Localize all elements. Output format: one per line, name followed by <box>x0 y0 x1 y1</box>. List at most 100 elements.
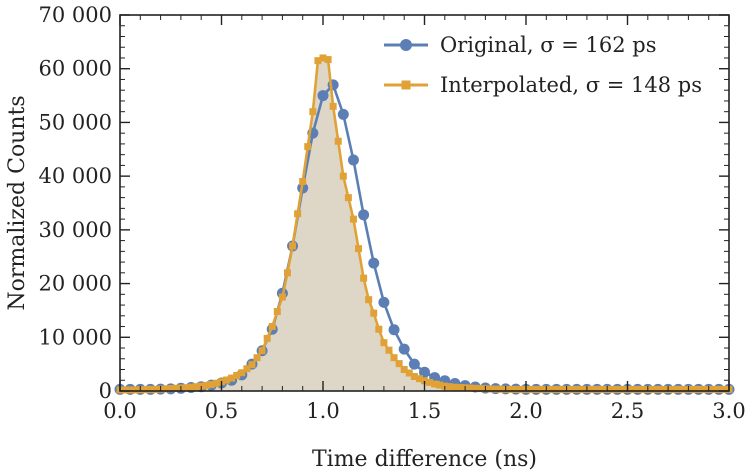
y-tick-label: 10 000 <box>39 325 112 349</box>
data-point-square <box>446 383 454 391</box>
data-point-square <box>598 385 606 393</box>
data-point-square <box>121 386 129 394</box>
data-point-square <box>283 269 291 277</box>
data-point-square <box>486 385 494 393</box>
series-layer <box>114 54 735 395</box>
data-point-square <box>278 293 286 301</box>
data-point-square <box>629 385 637 393</box>
data-point-circle <box>378 296 390 308</box>
x-ticks: 0.0 0.5 1.0 1.5 2.0 2.5 3.0 <box>103 15 746 423</box>
data-point-circle <box>317 90 329 102</box>
data-point-square <box>365 296 373 304</box>
x-tick-label: 2.5 <box>611 399 644 423</box>
data-point-square <box>223 376 231 384</box>
data-point-square <box>131 386 139 394</box>
data-point-square <box>309 108 317 116</box>
area-under-curve <box>120 57 729 391</box>
data-point-square <box>517 385 525 393</box>
data-point-square <box>415 375 423 383</box>
data-point-square <box>410 373 418 380</box>
series-0 <box>114 79 735 395</box>
data-point-square <box>299 178 307 186</box>
data-point-square <box>349 215 357 223</box>
data-point-square <box>212 379 220 387</box>
data-point-square <box>720 385 728 393</box>
data-point-square <box>588 385 596 393</box>
data-point-square <box>634 385 642 393</box>
data-point-square <box>228 374 236 382</box>
data-point-square <box>476 385 484 393</box>
data-point-square <box>339 172 347 180</box>
x-tick-label: 2.0 <box>509 399 542 423</box>
data-point-square <box>431 380 439 388</box>
x-tick-label: 3.0 <box>712 399 745 423</box>
data-point-square <box>400 366 408 374</box>
data-point-square <box>167 385 175 393</box>
data-point-square <box>613 385 621 393</box>
data-point-square <box>233 371 241 379</box>
data-point-square <box>385 346 393 354</box>
data-point-circle <box>388 324 400 336</box>
data-point-square <box>370 309 378 317</box>
legend-entry-original: Original, σ = 162 ps <box>384 33 657 57</box>
data-point-square <box>497 385 505 393</box>
data-point-square <box>568 385 576 393</box>
data-point-square <box>146 385 154 393</box>
data-point-square <box>674 385 682 393</box>
data-point-square <box>700 385 708 393</box>
data-point-square <box>715 385 723 393</box>
data-point-square <box>207 381 215 389</box>
legend-marker-circle <box>400 39 412 51</box>
data-point-square <box>710 385 718 393</box>
data-point-square <box>126 386 134 394</box>
data-point-square <box>268 323 276 331</box>
series-1 <box>116 54 733 394</box>
y-tick-label: 20 000 <box>39 272 112 296</box>
data-point-square <box>263 334 271 342</box>
data-point-square <box>654 385 662 393</box>
x-tick-label: 1.0 <box>306 399 339 423</box>
data-point-square <box>421 377 428 385</box>
data-point-square <box>395 360 403 368</box>
data-point-circle <box>368 257 380 269</box>
x-axis-title: Time difference (ns) <box>312 447 537 472</box>
data-point-square <box>537 385 545 393</box>
y-tick-label: 50 000 <box>39 110 112 134</box>
data-point-circle <box>347 154 359 166</box>
data-point-square <box>512 385 520 393</box>
data-point-square <box>289 242 297 250</box>
data-point-square <box>182 384 190 392</box>
series-line-1 <box>120 56 729 392</box>
x-tick-label: 1.5 <box>408 399 441 423</box>
data-point-square <box>527 385 535 393</box>
data-point-square <box>689 385 697 393</box>
data-point-square <box>187 383 195 391</box>
data-point-square <box>172 384 180 392</box>
data-point-square <box>238 369 246 377</box>
x-tick-label: 0.0 <box>103 399 136 423</box>
y-tick-label: 0 <box>99 379 112 403</box>
data-point-square <box>593 385 601 393</box>
data-point-square <box>507 385 515 393</box>
y-tick-label: 40 000 <box>39 164 112 188</box>
data-point-square <box>273 308 281 315</box>
data-point-square <box>141 386 149 394</box>
data-point-square <box>152 385 160 393</box>
x-tick-label: 0.5 <box>205 399 238 423</box>
data-point-square <box>294 210 302 218</box>
data-point-square <box>649 385 657 393</box>
data-point-square <box>578 385 586 393</box>
data-point-square <box>532 385 540 393</box>
data-point-square <box>558 385 566 393</box>
data-point-square <box>162 385 170 393</box>
data-point-square <box>314 57 322 65</box>
y-tick-label: 30 000 <box>39 218 112 242</box>
data-point-square <box>471 384 479 392</box>
data-point-circle <box>337 108 349 120</box>
y-axis-title: Normalized Counts <box>5 95 30 310</box>
data-point-square <box>258 347 266 355</box>
data-point-square <box>466 384 474 392</box>
data-point-square <box>304 143 312 151</box>
data-point-square <box>202 381 210 389</box>
